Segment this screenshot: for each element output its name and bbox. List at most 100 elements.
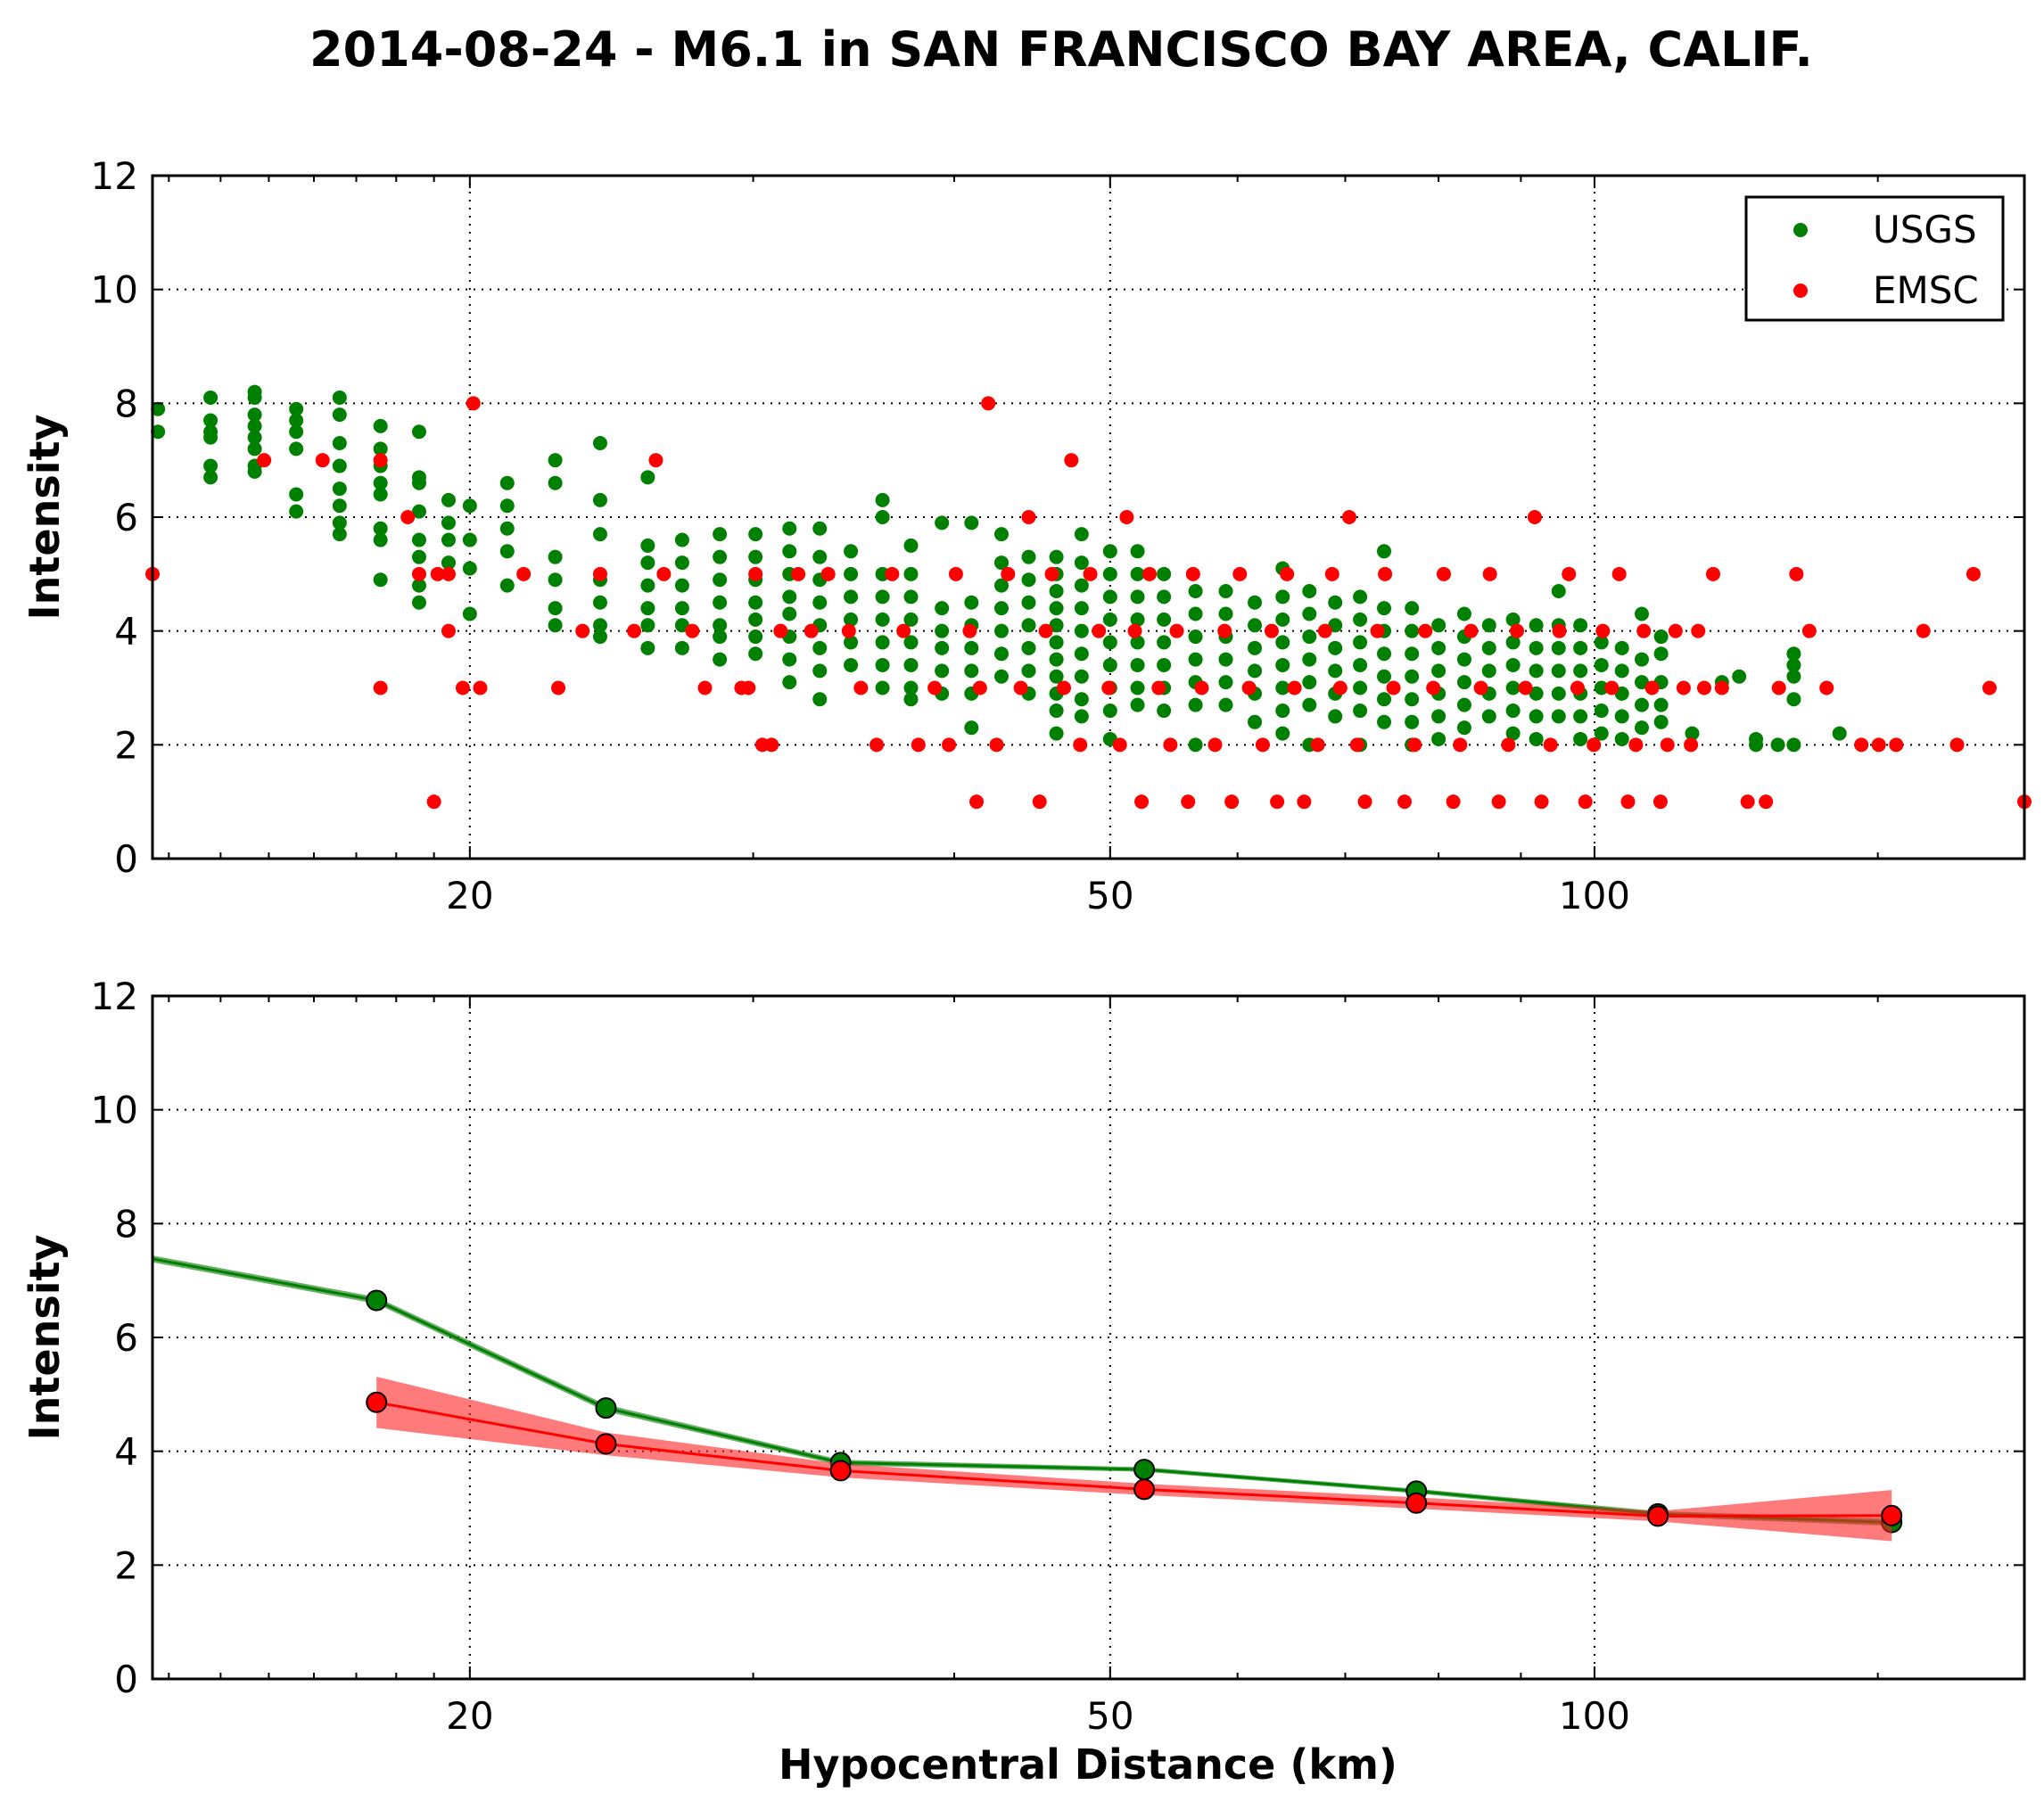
usgs-point [462, 498, 477, 514]
y-tick-label: 10 [91, 268, 138, 312]
emsc-point [1871, 737, 1886, 753]
emsc-point [764, 737, 779, 753]
emsc-point [1426, 680, 1441, 695]
usgs-point [935, 601, 950, 616]
usgs-point [1353, 612, 1368, 627]
emsc-point [1324, 566, 1339, 581]
emsc-point [1949, 737, 1965, 753]
x-tick-label: 100 [1559, 874, 1630, 917]
usgs-point [1248, 618, 1263, 633]
emsc-point [1194, 680, 1209, 695]
usgs-point [548, 475, 563, 490]
usgs-point [1377, 714, 1392, 729]
emsc-point [981, 396, 996, 411]
usgs-point [1021, 549, 1036, 564]
emsc-point [1332, 680, 1348, 695]
emsc-point [1636, 623, 1652, 638]
usgs-point [1685, 726, 1700, 741]
emsc-point [942, 737, 957, 753]
usgs-point [548, 549, 563, 564]
emsc-point [896, 623, 911, 638]
usgs-point [1786, 669, 1801, 684]
usgs-point [1218, 606, 1233, 621]
usgs-point [674, 578, 689, 593]
usgs-point [592, 492, 607, 507]
usgs-point [1405, 714, 1420, 729]
usgs-point [1732, 669, 1747, 684]
usgs-point [935, 663, 950, 679]
usgs-point [674, 601, 689, 616]
emsc-point [748, 566, 763, 581]
usgs-point [1456, 652, 1471, 667]
usgs-point [1157, 566, 1172, 581]
emsc-point [1982, 680, 1997, 695]
usgs-point [935, 623, 950, 638]
usgs-point [1832, 726, 1847, 741]
usgs-point [1157, 612, 1172, 627]
usgs-point [1431, 731, 1446, 746]
emsc-point [1436, 566, 1451, 581]
usgs-point [1405, 669, 1420, 684]
usgs-point [373, 487, 388, 502]
usgs-point [964, 663, 979, 679]
usgs-point [812, 663, 828, 679]
usgs-point [289, 424, 304, 440]
usgs-point [1481, 709, 1496, 724]
scatter-plot-frame [151, 174, 2026, 860]
usgs-point [499, 521, 515, 536]
usgs-point [1551, 663, 1566, 679]
emsc-point [575, 623, 590, 638]
usgs-point [993, 578, 1009, 593]
usgs-point [1505, 680, 1521, 695]
emsc-point [426, 794, 441, 810]
emsc-point [1696, 680, 1711, 695]
usgs-point [844, 544, 859, 559]
emsc-point [1552, 623, 1567, 638]
scatter-ticks: 0 2 4 6 8 10 12 20 50 100 [91, 154, 2024, 917]
binned-grid [152, 995, 2024, 1679]
usgs-point [1248, 663, 1263, 679]
usgs-point [1130, 697, 1145, 712]
usgs-point [1275, 635, 1290, 650]
emsc-point [648, 453, 663, 468]
usgs-point [1275, 657, 1290, 672]
usgs-point [993, 646, 1009, 662]
legend-emsc-marker [1793, 284, 1808, 298]
usgs-point [1021, 595, 1036, 610]
usgs-point [875, 680, 890, 695]
usgs-point [1049, 618, 1064, 633]
usgs-point [1634, 697, 1649, 712]
usgs-point [964, 595, 979, 610]
emsc-point [1169, 623, 1184, 638]
usgs-point [1770, 737, 1785, 753]
emsc-point [1310, 737, 1325, 753]
usgs-point [748, 629, 763, 645]
emsc-point [1073, 737, 1088, 753]
y-tick-label: 4 [114, 1430, 138, 1474]
scatter-grid [152, 175, 2024, 859]
emsc-point [1241, 680, 1257, 695]
usgs-point [247, 464, 262, 479]
usgs-point [1074, 692, 1089, 707]
emsc-point [1771, 680, 1786, 695]
usgs-point [875, 612, 890, 627]
emsc-point [927, 680, 943, 695]
emsc-point [1714, 680, 1729, 695]
usgs-point [1049, 652, 1064, 667]
y-tick-label: 8 [114, 1202, 138, 1246]
usgs-point [1573, 709, 1588, 724]
usgs-point [1049, 726, 1064, 741]
usgs-point [247, 407, 262, 423]
usgs-point [1275, 726, 1290, 741]
figure-title: 2014-08-24 - M6.1 in SAN FRANCISCO BAY A… [309, 21, 1813, 78]
usgs-point [935, 515, 950, 531]
binned-y-axis-label: Intensity [21, 1235, 69, 1441]
usgs-point [1248, 714, 1263, 729]
usgs-point [592, 595, 607, 610]
usgs-point [1481, 663, 1496, 679]
usgs-point [1049, 601, 1064, 616]
usgs-point [332, 436, 347, 451]
usgs-point [1405, 601, 1420, 616]
emsc-point [1038, 623, 1053, 638]
usgs-point [1188, 737, 1203, 753]
